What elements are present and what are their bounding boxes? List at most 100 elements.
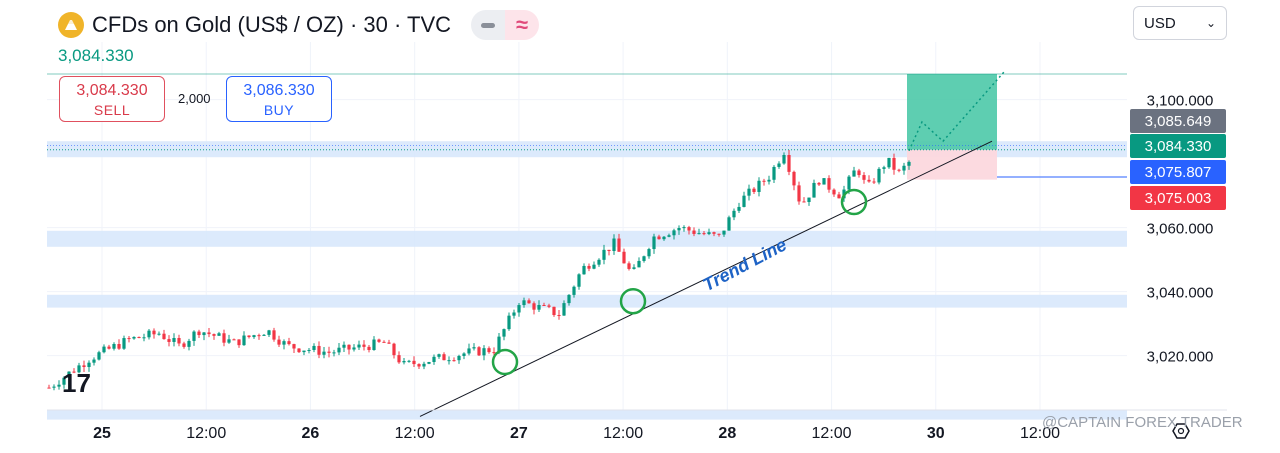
candle-body (172, 338, 176, 342)
candle-body (472, 347, 476, 349)
candle-body (67, 371, 71, 378)
candle-body (852, 170, 856, 177)
candle-body (437, 354, 441, 357)
candle-body (192, 331, 196, 341)
candle-body (777, 163, 781, 167)
candle-body (307, 349, 311, 351)
data-delay-icon: ≈ (505, 10, 540, 40)
candle-body (612, 238, 616, 252)
candle-body (702, 233, 706, 235)
candle-body (517, 305, 521, 313)
candle-body (882, 167, 886, 169)
candle-body (242, 335, 246, 346)
candle-body (157, 333, 161, 335)
symbol-title[interactable]: CFDs on Gold (US$ / OZ) · 30 · TVC (92, 12, 452, 37)
candle-body (267, 330, 271, 335)
candle-body (57, 384, 61, 387)
price-label-text: 3,075.807 (1145, 164, 1212, 181)
sell-button[interactable]: 3,084.330 SELL (59, 76, 165, 122)
x-tick-label: 12:00 (1020, 425, 1060, 442)
price-label-box (1130, 160, 1226, 184)
candle-body (252, 335, 256, 338)
support-resistance-zones (47, 73, 1127, 420)
x-tick-label: 12:00 (812, 425, 852, 442)
candle-body (537, 305, 541, 310)
candle-body (487, 348, 491, 353)
candle-body (327, 351, 331, 353)
x-tick-label: 12:00 (603, 425, 643, 442)
candle-body (672, 230, 676, 236)
candle-body (832, 189, 836, 195)
candle-body (667, 235, 671, 237)
price-label-box (1130, 109, 1226, 133)
candle-body (827, 178, 831, 190)
candle-body (762, 180, 766, 182)
tv-logo-icon: 17 (62, 368, 91, 398)
candle-body (232, 339, 236, 341)
quantity[interactable]: 2,000 (178, 91, 211, 106)
touch-point-circle (840, 188, 868, 216)
candle-body (712, 232, 716, 234)
candle-body (602, 249, 606, 260)
candle-body (407, 360, 411, 362)
candle-body (597, 259, 601, 265)
price-label-text: 3,085.649 (1145, 113, 1212, 130)
candle-body (212, 334, 216, 336)
market-status-pill[interactable]: ≈ (471, 10, 540, 40)
candle-body (747, 188, 751, 196)
candle-body (432, 356, 436, 363)
candle-body (642, 256, 646, 261)
candle-body (77, 365, 81, 373)
candle-body (787, 154, 791, 172)
candle-body (677, 228, 681, 231)
candle-body (792, 171, 796, 186)
price-label: 3,084.330 (1130, 134, 1226, 158)
candle-body (52, 386, 56, 388)
buy-button[interactable]: 3,086.330 BUY (226, 76, 332, 122)
price-label-box (1130, 186, 1226, 210)
candle-body (217, 333, 221, 336)
candle-body (272, 330, 276, 340)
candle-body (717, 233, 721, 235)
projection-path (908, 70, 1006, 152)
currency-select[interactable]: USD ⌄ (1133, 6, 1227, 40)
candle-body (812, 182, 816, 198)
candle-body (742, 195, 746, 207)
candle-body (757, 180, 761, 192)
candle-body (317, 345, 321, 355)
candle-body (82, 365, 86, 368)
touch-point-circle (619, 287, 647, 315)
y-tick-label: 3,020.000 (1147, 349, 1214, 366)
candle-body (457, 355, 461, 361)
candle-body (662, 236, 666, 240)
candle-body (412, 360, 416, 365)
x-tick-label: 26 (302, 425, 320, 442)
y-tick-label: 3,100.000 (1147, 93, 1214, 110)
chart-header: CFDs on Gold (US$ / OZ) · 30 · TVC ≈ (58, 8, 540, 42)
candle-body (152, 330, 156, 335)
candle-body (117, 344, 121, 349)
price-label-box (1130, 134, 1226, 158)
candle-body (292, 344, 296, 349)
candle-body (312, 345, 316, 350)
candle-body (877, 168, 881, 183)
candle-body (872, 181, 876, 183)
market-closed-icon (471, 10, 506, 40)
candle-body (362, 344, 366, 347)
price-label-text: 3,075.003 (1145, 190, 1212, 207)
candle-body (807, 197, 811, 202)
candle-body (577, 274, 581, 287)
candlestick-series (47, 149, 911, 391)
candle-body (422, 363, 426, 367)
candle-body (177, 338, 181, 344)
candle-body (532, 303, 536, 310)
chevron-down-icon: ⌄ (1205, 16, 1216, 30)
candle-body (897, 169, 901, 171)
candle-body (332, 352, 336, 354)
candle-body (637, 260, 641, 268)
candle-body (902, 165, 906, 171)
candle-body (47, 387, 51, 389)
candle-body (107, 346, 111, 349)
gold-icon (58, 12, 84, 38)
